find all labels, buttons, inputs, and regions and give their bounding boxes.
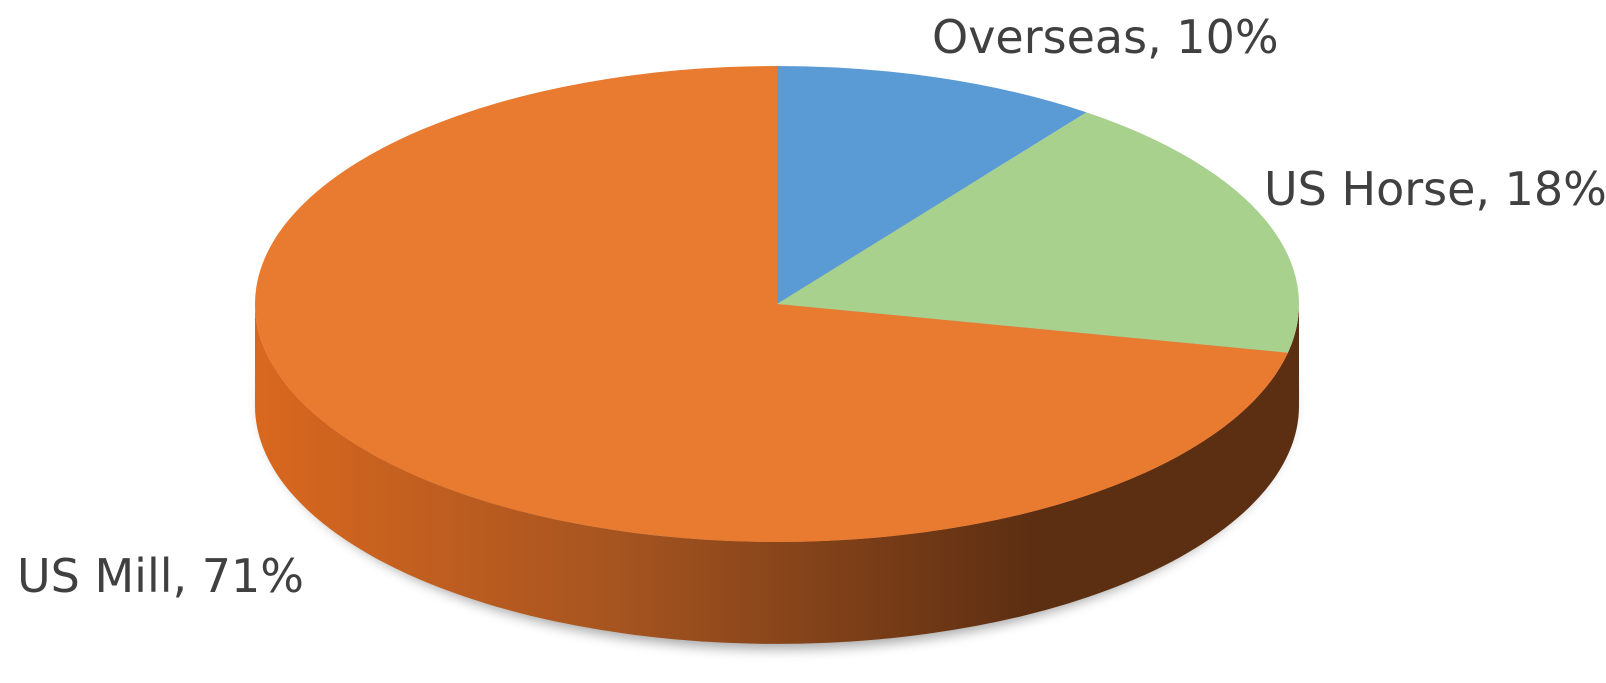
pie-slice-us-mill [255,66,1288,543]
pie-slice-overseas [777,66,1087,304]
pie-slice-us-horse [777,112,1299,353]
pie-side [255,304,1299,644]
label-overseas: Overseas, 10% [932,10,1279,64]
label-us-horse: US Horse, 18% [1264,162,1606,216]
label-us-mill: US Mill, 71% [17,549,304,603]
